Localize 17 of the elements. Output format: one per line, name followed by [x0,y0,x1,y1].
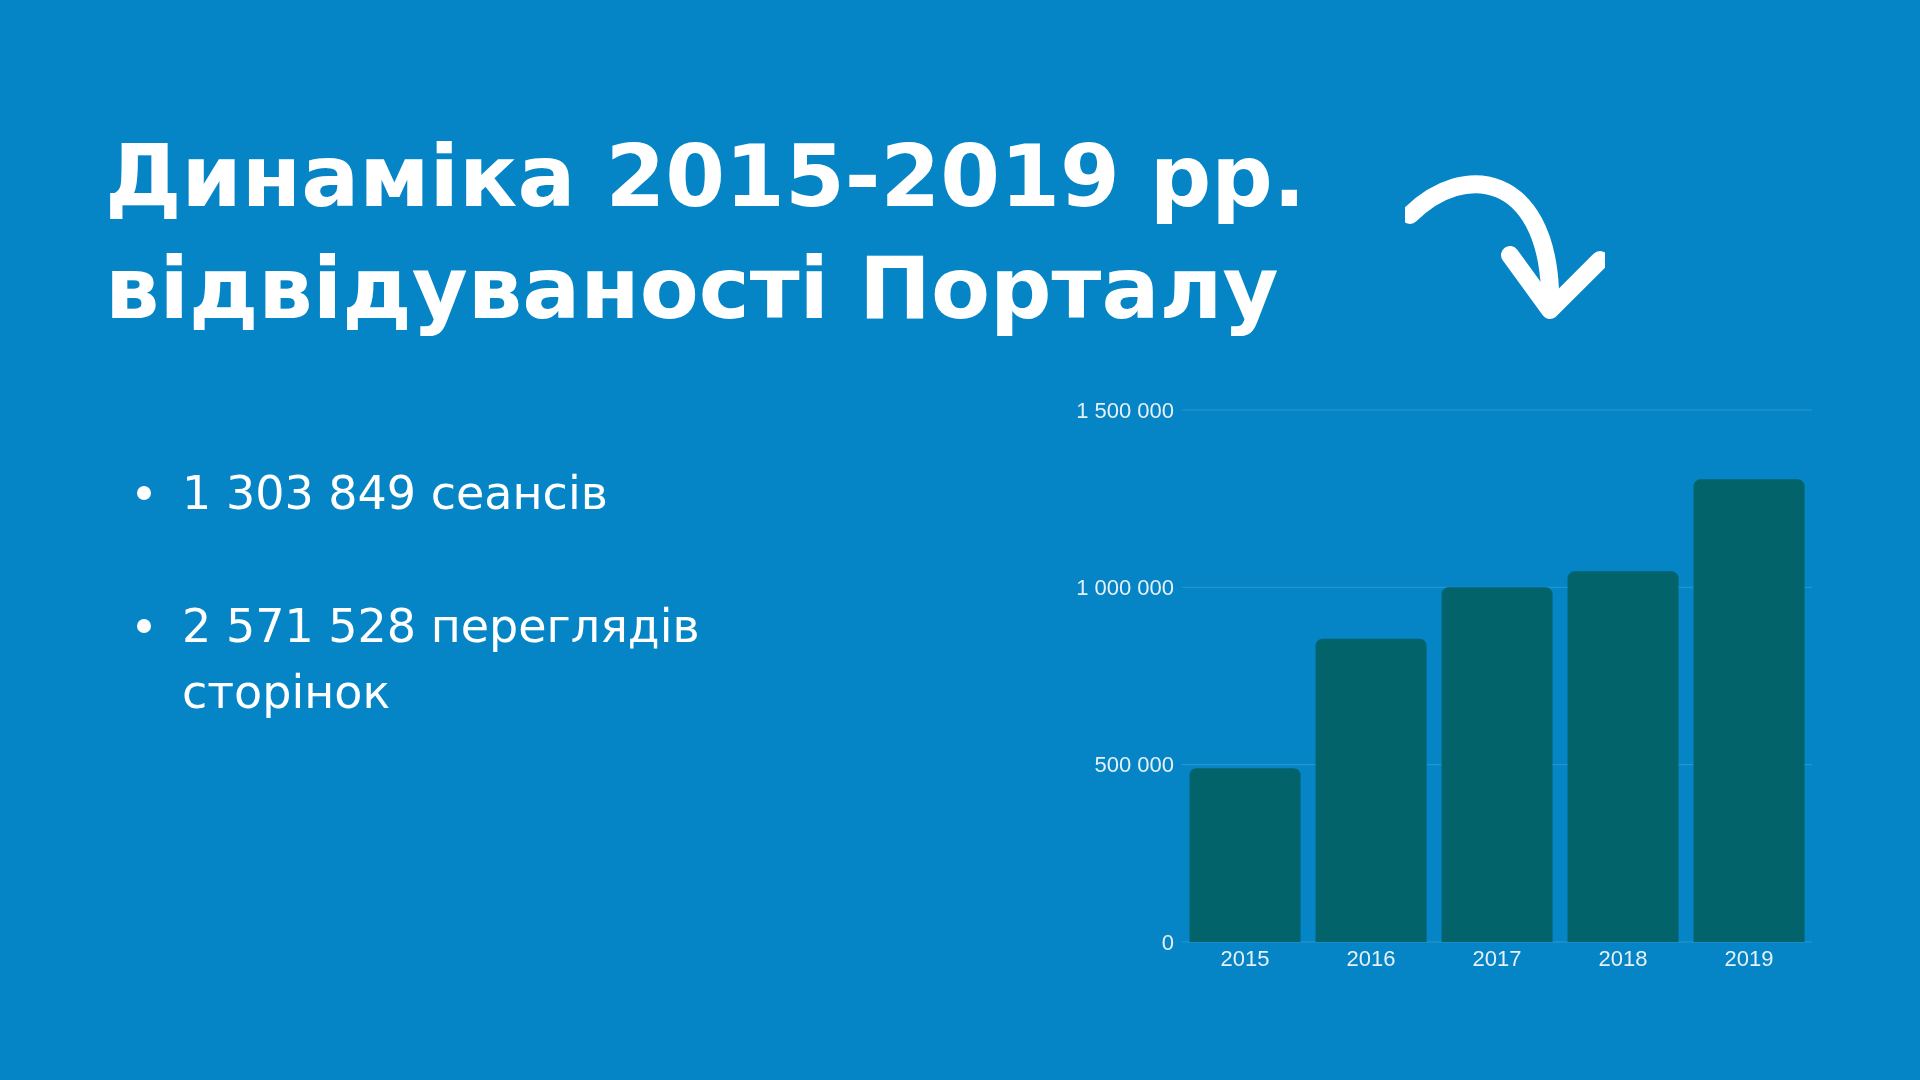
x-tick-label: 2019 [1724,945,1774,971]
bar [1567,571,1679,942]
x-tick-label: 2015 [1220,945,1270,971]
bar [1315,638,1427,942]
chart-title: Динаміка 2015-2019 рр. відвідуваності Порталу [105,125,1306,340]
y-tick-label: 1 000 000 [1076,575,1174,601]
bar [1189,768,1301,942]
y-tick-label: 1 500 000 [1076,397,1174,423]
text: 1 303 849 сеансів [182,465,608,522]
y-tick-label: 0 [1161,929,1174,955]
x-tick-label: 2016 [1346,945,1396,971]
x-tick-label: 2018 [1598,945,1648,971]
bar [1693,479,1805,942]
bar [1441,587,1553,942]
y-tick-label: 500 000 [1094,752,1174,778]
x-tick-label: 2017 [1472,945,1522,971]
text: 2 571 528 переглядів сторінок [182,598,701,721]
